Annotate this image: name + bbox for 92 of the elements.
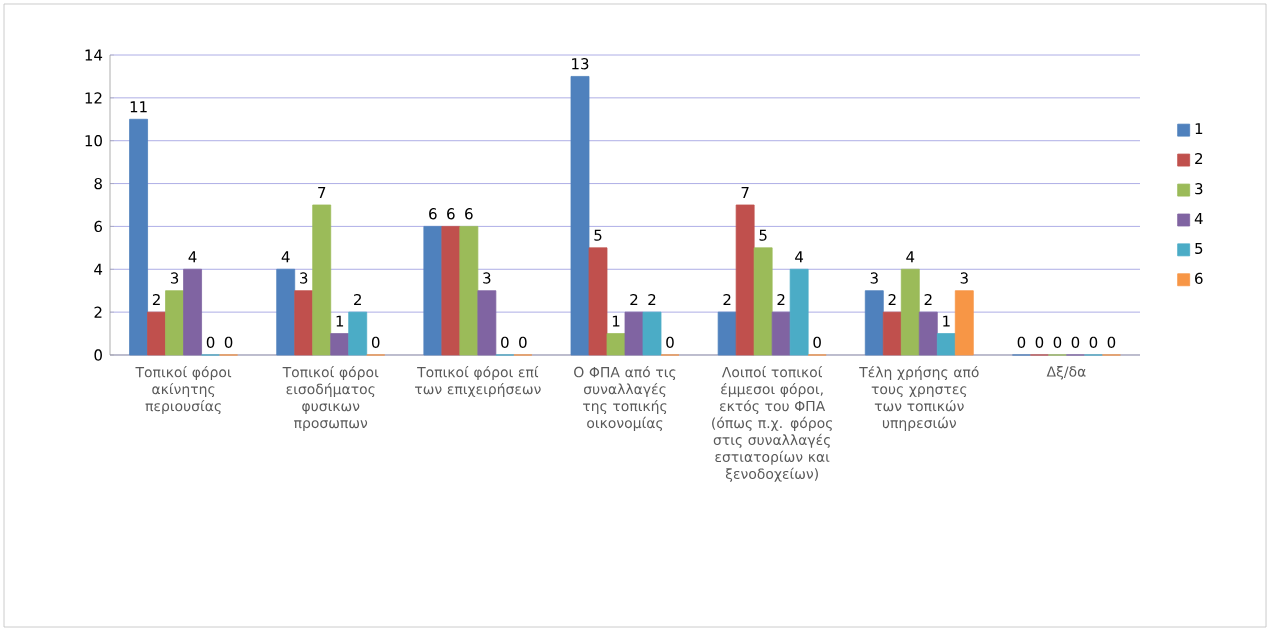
bar xyxy=(735,204,755,356)
data-label: 4 xyxy=(188,251,197,263)
data-label: 2 xyxy=(648,294,656,306)
bar xyxy=(936,333,956,356)
y-tick-label: 6 xyxy=(94,220,103,233)
bar xyxy=(954,290,974,356)
bar xyxy=(441,226,461,356)
data-label: 2 xyxy=(630,294,638,306)
bar xyxy=(753,247,773,356)
data-label: 0 xyxy=(519,336,527,348)
legend-label: 1 xyxy=(1195,123,1203,135)
x-tick-label: Ο ΦΠΑ από τις συναλλαγές της τοπικής οικονομίας xyxy=(574,366,676,431)
x-tick-label: Τέλη χρήσης από τους χρηστες των τοπικών υπηρεσιών xyxy=(859,366,979,431)
bar xyxy=(717,311,737,356)
data-label: 0 xyxy=(501,336,509,348)
data-label: 11 xyxy=(130,101,147,113)
data-label: 2 xyxy=(723,294,731,306)
bar xyxy=(276,268,296,356)
data-label: 3 xyxy=(170,272,179,284)
data-label: 0 xyxy=(1053,336,1062,348)
bar xyxy=(129,118,148,356)
data-label: 1 xyxy=(612,315,620,327)
data-label: 0 xyxy=(813,336,821,348)
x-tick-label: Λοιποί τοπικοί έμμεσοι φόροι, εκτός του ΦΠΑ (όπως π.χ. φόρος στις συναλλαγές εστιατορίων και ξενοδοχείων) xyxy=(712,366,833,482)
bar xyxy=(423,226,443,356)
bar xyxy=(588,247,608,356)
data-label: 0 xyxy=(1089,336,1098,348)
bar xyxy=(882,311,902,356)
data-label: 2 xyxy=(777,294,785,306)
data-label: 0 xyxy=(371,336,380,348)
bar xyxy=(183,268,202,356)
data-label: 1 xyxy=(943,315,950,327)
data-label: 2 xyxy=(888,294,896,306)
x-tick-label: Δξ/δα xyxy=(1046,366,1086,380)
data-label: 5 xyxy=(759,229,767,241)
legend-label: 6 xyxy=(1195,272,1203,285)
data-label: 1 xyxy=(336,315,344,327)
x-tick-label: Τοπικοί φόροι ακίνητης περιουσίας xyxy=(135,366,232,414)
data-label: 0 xyxy=(666,336,674,348)
y-tick-label: 0 xyxy=(94,349,102,361)
data-label: 6 xyxy=(465,208,473,220)
data-label: 0 xyxy=(206,336,215,348)
data-label: 7 xyxy=(318,187,326,198)
data-label: 4 xyxy=(281,251,290,263)
data-label: 0 xyxy=(224,336,233,348)
bar xyxy=(864,290,884,356)
data-label: 0 xyxy=(1035,336,1044,348)
data-label: 13 xyxy=(572,58,589,70)
data-label: 6 xyxy=(429,208,437,220)
data-label: 7 xyxy=(741,187,749,198)
bar xyxy=(330,333,350,356)
bar xyxy=(312,204,332,356)
y-tick-label: 10 xyxy=(85,135,102,147)
bar xyxy=(570,76,590,356)
bar xyxy=(624,311,644,356)
legend-label: 3 xyxy=(1195,183,1203,195)
x-tick-label: Τοπικοί φόροι επί των επιχειρήσεων xyxy=(415,366,541,398)
bar xyxy=(771,311,791,356)
data-label: 3 xyxy=(483,272,491,284)
bar xyxy=(918,311,938,356)
data-label: 3 xyxy=(960,272,968,284)
bar xyxy=(459,226,479,356)
y-tick-label: 12 xyxy=(85,92,102,104)
data-label: 0 xyxy=(1071,336,1080,348)
data-label: 2 xyxy=(924,294,932,306)
data-label: 3 xyxy=(300,272,308,284)
bar xyxy=(789,268,809,356)
x-tick-label: Τοπικοί φόροι εισοδήματος φυσικων προσωπων xyxy=(282,366,379,431)
legend-label: 5 xyxy=(1195,242,1203,254)
bar xyxy=(165,290,184,356)
bar xyxy=(642,311,662,356)
bar xyxy=(294,290,314,356)
data-label: 6 xyxy=(447,208,455,220)
data-label: 5 xyxy=(594,229,602,241)
legend-label: 2 xyxy=(1195,153,1203,165)
data-label: 4 xyxy=(795,251,804,263)
data-label: 0 xyxy=(1017,336,1026,348)
y-tick-label: 4 xyxy=(94,263,103,275)
data-label: 0 xyxy=(1107,336,1116,348)
bar xyxy=(147,311,166,356)
bar xyxy=(900,268,920,356)
bar xyxy=(348,311,368,356)
bar xyxy=(477,290,497,356)
bar xyxy=(606,333,626,356)
data-label: 2 xyxy=(354,294,361,306)
data-label: 3 xyxy=(870,272,878,284)
y-tick-label: 2 xyxy=(94,306,102,318)
y-tick-label: 8 xyxy=(94,177,102,190)
data-label: 4 xyxy=(906,251,915,263)
data-label: 2 xyxy=(152,294,160,306)
y-tick-label: 14 xyxy=(85,49,103,61)
legend-label: 4 xyxy=(1194,213,1203,224)
